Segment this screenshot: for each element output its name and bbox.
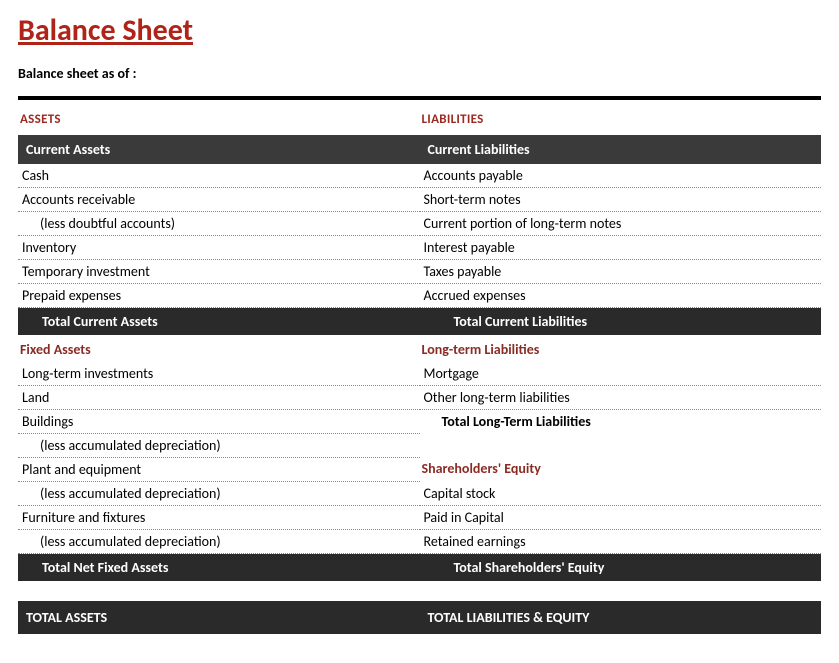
total-current-assets: Total Current Assets — [18, 308, 420, 335]
asset-row: Cash — [18, 164, 420, 188]
liability-row: Current portion of long-term notes — [420, 212, 822, 236]
asset-row: (less accumulated depreciation) — [18, 482, 420, 506]
total-liabilities-equity: TOTAL LIABILITIES & EQUITY — [420, 601, 822, 634]
asset-row: Land — [18, 386, 420, 410]
asset-row: Long-term investments — [18, 362, 420, 386]
fixed-assets-header: Fixed Assets — [18, 335, 420, 362]
liability-row: Interest payable — [420, 236, 822, 260]
assets-header: ASSETS — [18, 110, 420, 135]
asset-row: Furniture and fixtures — [18, 506, 420, 530]
asset-row: Temporary investment — [18, 260, 420, 284]
balance-grid: ASSETS LIABILITIES Current Assets Curren… — [18, 110, 821, 634]
spacer — [18, 581, 420, 601]
asset-row: Inventory — [18, 236, 420, 260]
asset-row: Accounts receivable — [18, 188, 420, 212]
total-assets: TOTAL ASSETS — [18, 601, 420, 634]
divider — [18, 96, 821, 100]
liability-row: Taxes payable — [420, 260, 822, 284]
equity-row: Capital stock — [420, 482, 822, 506]
shareholders-equity-header: Shareholders' Equity — [420, 458, 822, 482]
liability-row: Accounts payable — [420, 164, 822, 188]
equity-row: Paid in Capital — [420, 506, 822, 530]
current-assets-bar: Current Assets — [18, 135, 420, 164]
asset-row: Plant and equipment — [18, 458, 420, 482]
subtitle: Balance sheet as of : — [18, 65, 821, 82]
spacer — [420, 581, 822, 601]
long-term-liabilities-header: Long-term Liabilities — [420, 335, 822, 362]
asset-row: (less doubtful accounts) — [18, 212, 420, 236]
asset-row: Buildings — [18, 410, 420, 434]
liability-row: Short-term notes — [420, 188, 822, 212]
liability-row: Mortgage — [420, 362, 822, 386]
total-net-fixed-assets: Total Net Fixed Assets — [18, 554, 420, 581]
page-title: Balance Sheet — [18, 12, 821, 49]
current-liabilities-bar: Current Liabilities — [420, 135, 822, 164]
asset-row: (less accumulated depreciation) — [18, 434, 420, 458]
liability-row: Accrued expenses — [420, 284, 822, 308]
total-long-term-liabilities: Total Long-Term Liabilities — [420, 410, 822, 434]
empty-row — [420, 434, 822, 458]
liability-row: Other long-term liabilities — [420, 386, 822, 410]
liabilities-header: LIABILITIES — [420, 110, 822, 135]
total-shareholders-equity: Total Shareholders' Equity — [420, 554, 822, 581]
equity-row: Retained earnings — [420, 530, 822, 554]
asset-row: Prepaid expenses — [18, 284, 420, 308]
asset-row: (less accumulated depreciation) — [18, 530, 420, 554]
total-current-liabilities: Total Current Liabilities — [420, 308, 822, 335]
